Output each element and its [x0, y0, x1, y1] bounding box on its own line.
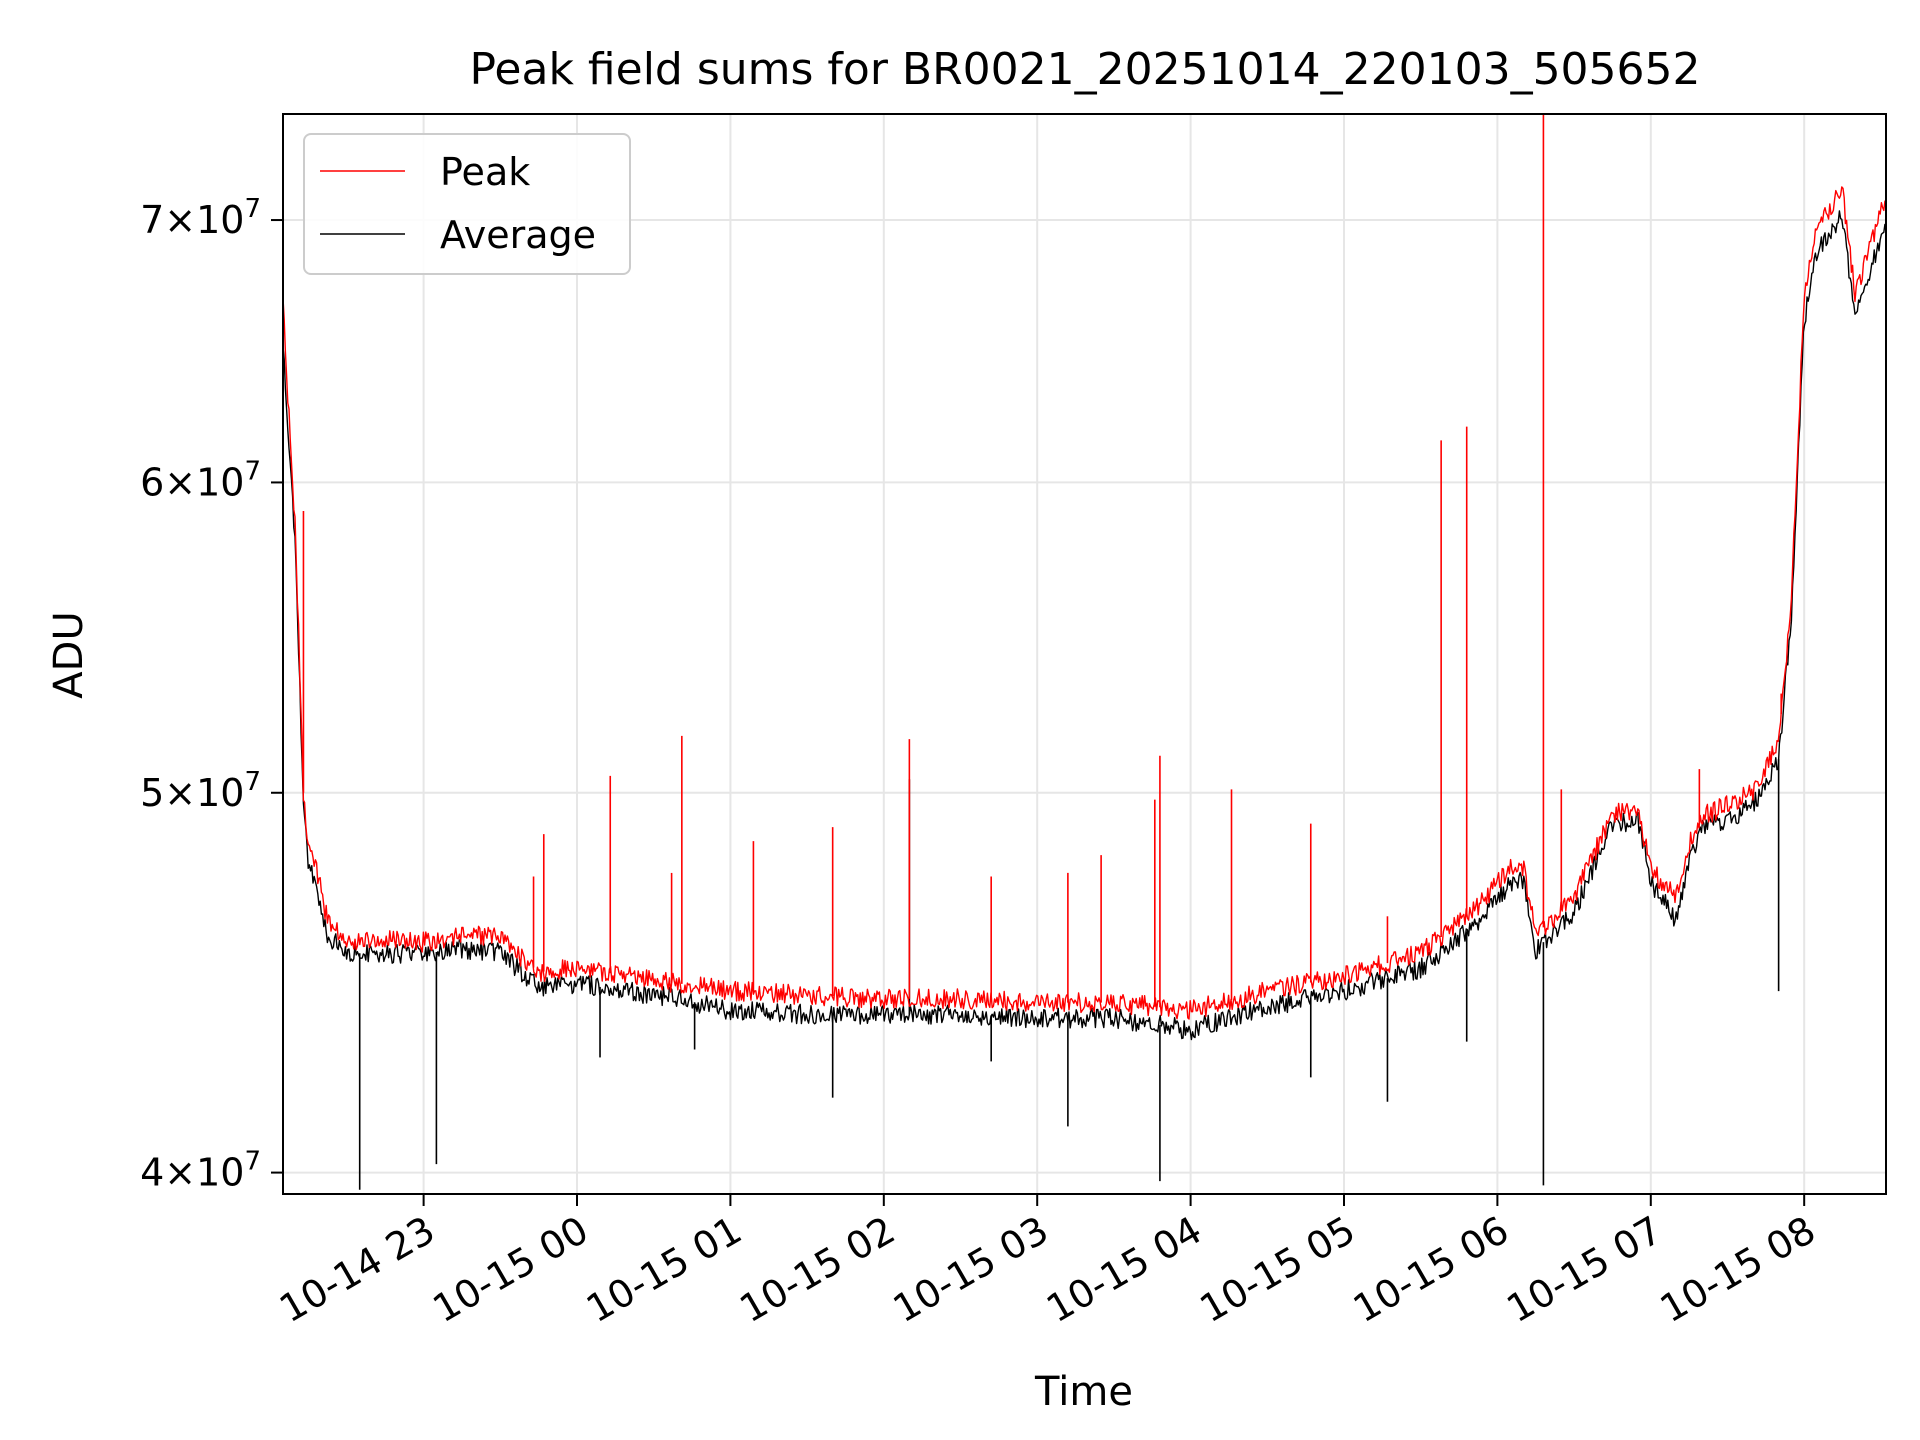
- x-gridlines: [422, 114, 1806, 1194]
- series-line-average: [283, 210, 1886, 1041]
- plot-frame: [282, 113, 1887, 1195]
- plot-series: [283, 114, 1886, 1190]
- x-axis-label: Time: [1034, 1369, 1133, 1415]
- y-tick-label-0: 4×107: [140, 1147, 261, 1195]
- chart-title: Peak field sums for BR0021_20251014_2201…: [469, 44, 1700, 95]
- legend: Peak Average: [303, 133, 631, 275]
- y-tick-label-1: 5×107: [140, 767, 261, 815]
- y-axis-ticks: 4×107 5×107 6×107 7×107: [140, 194, 283, 1195]
- legend-box: [303, 133, 631, 275]
- y-tick-label-3: 7×107: [140, 194, 261, 242]
- legend-label-peak: Peak: [440, 150, 530, 194]
- series-line-peak: [283, 186, 1886, 1020]
- y-axis-label: ADU: [46, 611, 92, 698]
- legend-label-average: Average: [440, 213, 596, 257]
- y-tick-label-2: 6×107: [140, 456, 261, 504]
